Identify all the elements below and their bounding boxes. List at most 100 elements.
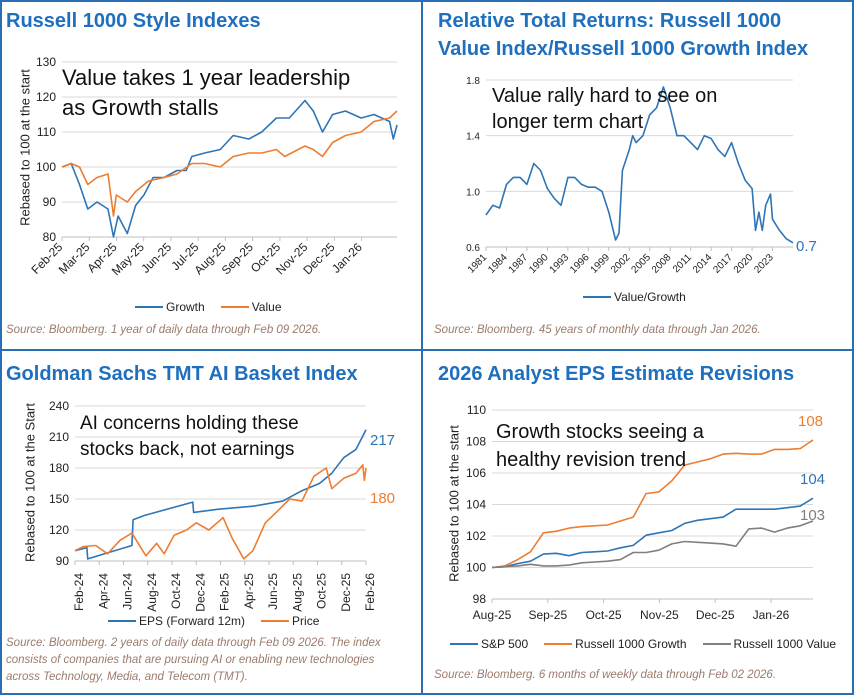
legend-label: Russell 1000 Growth bbox=[575, 637, 687, 651]
panel3-x-tick-label: Feb-24 bbox=[72, 573, 86, 611]
panel2-annotation-line1: Value rally hard to see on bbox=[492, 85, 718, 107]
panel3-annotation-line1: AI concerns holding these bbox=[80, 413, 299, 434]
panel3-x-tick-label: Oct-24 bbox=[169, 573, 183, 609]
panel2-legend: Value/Growth bbox=[583, 290, 686, 304]
panel2-annotation-line2: longer term chart bbox=[492, 111, 644, 133]
panel4-y-tick-label: 110 bbox=[467, 403, 486, 417]
panel3-x-tick-label: Apr-24 bbox=[96, 573, 110, 609]
panel3-source: Source: Bloomberg. 2 years of daily data… bbox=[6, 637, 381, 683]
panel2-title-line1: Relative Total Returns: Russell 1000 bbox=[438, 10, 782, 32]
frame-right bbox=[852, 0, 854, 695]
panel1-series-growth-line bbox=[61, 99, 398, 238]
panel4-source: Source: Bloomberg. 6 months of weekly da… bbox=[434, 669, 777, 681]
frame-top bbox=[0, 0, 854, 2]
panel3-x-tick-label: Apr-25 bbox=[242, 573, 256, 609]
panel3-x-tick-label: Dec-24 bbox=[193, 573, 207, 612]
panel3-x-tick-label: Jun-25 bbox=[266, 573, 280, 610]
legend-item-value-growth: Value/Growth bbox=[583, 290, 686, 304]
panel1-x-tick-label: Jan-26 bbox=[329, 240, 365, 276]
panel3-x-tick-label: Jun-24 bbox=[121, 573, 135, 610]
panel4-sp500-end-label: 104 bbox=[800, 471, 826, 488]
legend-item-r1000-value: Russell 1000 Value bbox=[702, 637, 837, 651]
panel4-title: 2026 Analyst EPS Estimate Revisions bbox=[438, 363, 795, 385]
panel1-legend: Growth Value bbox=[135, 300, 282, 314]
panel4-series-russell-1000-growth-line bbox=[491, 439, 814, 569]
panel2-y-tick-label: 1.4 bbox=[466, 132, 480, 143]
panel2-end-label: 0.7 bbox=[796, 238, 817, 255]
panel2-x-tick-label: 2002 bbox=[609, 252, 633, 276]
legend-item-sp500: S&P 500 bbox=[450, 637, 528, 651]
panel4-y-tick-label: 106 bbox=[466, 466, 486, 480]
panel4-x-tick-label: Nov-25 bbox=[640, 608, 679, 622]
panel2-x-tick-label: 1984 bbox=[486, 252, 510, 276]
panel3-x-tick-label: Feb-26 bbox=[363, 573, 377, 611]
panel1-x-tick-label: Dec-25 bbox=[300, 240, 337, 277]
panel4-y-tick-label: 104 bbox=[466, 498, 486, 512]
legend-item-eps: EPS (Forward 12m) bbox=[108, 614, 245, 628]
panel4-legend: S&P 500 Russell 1000 Growth Russell 1000… bbox=[450, 637, 836, 651]
panel3-x-tick-label: Aug-25 bbox=[290, 573, 304, 612]
legend-item-r1000-growth: Russell 1000 Growth bbox=[544, 637, 687, 651]
panel4-series-s-p-500-line bbox=[491, 497, 814, 569]
legend-label: Russell 1000 Value bbox=[733, 637, 837, 651]
panel4-y-tick-label: 108 bbox=[466, 435, 486, 449]
panel3-x-tick-label: Dec-25 bbox=[339, 573, 353, 612]
panel3-y-tick-label: 240 bbox=[49, 399, 69, 413]
panel4-x-tick-label: Jan-26 bbox=[753, 608, 790, 622]
panel1-annotation-line2: as Growth stalls bbox=[62, 95, 219, 120]
panel3-eps-end-label: 217 bbox=[370, 432, 396, 449]
legend-label: EPS (Forward 12m) bbox=[139, 614, 246, 628]
panel1-source: Source: Bloomberg. 1 year of daily data … bbox=[6, 324, 322, 336]
panel2-x-tick-label: 2011 bbox=[671, 252, 694, 275]
panel2-x-tick-label: 2020 bbox=[732, 252, 756, 276]
panel4-x-tick-label: Oct-25 bbox=[586, 608, 622, 622]
legend-label: Price bbox=[292, 614, 320, 628]
panel1-y-tick-label: 100 bbox=[36, 160, 56, 174]
panel4-annotation-line1: Growth stocks seeing a bbox=[496, 421, 704, 443]
panel4-y-tick-label: 102 bbox=[466, 529, 486, 543]
panel2-x-tick-label: 1996 bbox=[568, 252, 592, 276]
legend-label: S&P 500 bbox=[481, 637, 529, 651]
panel2-x-tick-label: 2005 bbox=[630, 252, 654, 276]
panel4-x-tick-label: Sep-25 bbox=[528, 608, 567, 622]
panel3-series-eps-forward-12m--line bbox=[74, 429, 367, 560]
legend-item-price: Price bbox=[261, 614, 319, 628]
panel2-x-tick-label: 2023 bbox=[752, 252, 776, 276]
panel1-annotation-line1: Value takes 1 year leadership bbox=[62, 65, 351, 90]
panel4-value-end-label: 103 bbox=[800, 507, 826, 524]
panel4-x-tick-label: Dec-25 bbox=[696, 608, 735, 622]
legend-item-growth: Growth bbox=[135, 300, 205, 314]
panel2-y-tick-label: 1.0 bbox=[466, 187, 480, 198]
panel3-x-tick-label: Feb-25 bbox=[218, 573, 232, 611]
panel2-x-tick-label: 2008 bbox=[650, 252, 674, 276]
panel2-x-tick-label: 2017 bbox=[711, 252, 735, 276]
frame-left bbox=[0, 0, 2, 695]
panel4-series-russell-1000-value-line bbox=[491, 520, 814, 569]
panel3-series-price-line bbox=[74, 464, 367, 560]
panel3-title: Goldman Sachs TMT AI Basket Index bbox=[6, 363, 358, 385]
panel2-x-tick-label: 1993 bbox=[548, 252, 572, 276]
panel2-title-line2: Value Index/Russell 1000 Growth Index bbox=[438, 38, 809, 60]
divider-vertical bbox=[421, 0, 423, 695]
panel3-x-tick-label: Oct-25 bbox=[315, 573, 329, 609]
panel3-annotation-line2: stocks back, not earnings bbox=[80, 439, 295, 460]
legend-label: Value bbox=[251, 300, 282, 314]
panel4-x-tick-label: Aug-25 bbox=[473, 608, 512, 622]
panel1-y-tick-label: 90 bbox=[43, 195, 57, 209]
panel1-series-value-line bbox=[61, 110, 398, 217]
panel3-price-end-label: 180 bbox=[370, 490, 396, 507]
divider-horizontal bbox=[0, 349, 854, 351]
panel4-growth-end-label: 108 bbox=[798, 413, 824, 430]
panel4-annotation-line2: healthy revision trend bbox=[496, 449, 687, 471]
panel1-x-tick-label: Mar-25 bbox=[56, 240, 93, 277]
panel4-y-tick-label: 98 bbox=[473, 592, 487, 606]
panel2-source: Source: Bloomberg. 45 years of monthly d… bbox=[434, 324, 761, 336]
panel3-legend: EPS (Forward 12m) Price bbox=[108, 614, 319, 628]
panel3-y-tick-label: 210 bbox=[49, 430, 69, 444]
panel3-y-tick-label: 90 bbox=[56, 554, 70, 568]
frame-bottom bbox=[0, 693, 854, 695]
panel2-x-tick-label: 2014 bbox=[691, 252, 715, 276]
panel1-y-tick-label: 110 bbox=[37, 125, 56, 139]
panel2-y-tick-label: 1.8 bbox=[466, 76, 480, 87]
